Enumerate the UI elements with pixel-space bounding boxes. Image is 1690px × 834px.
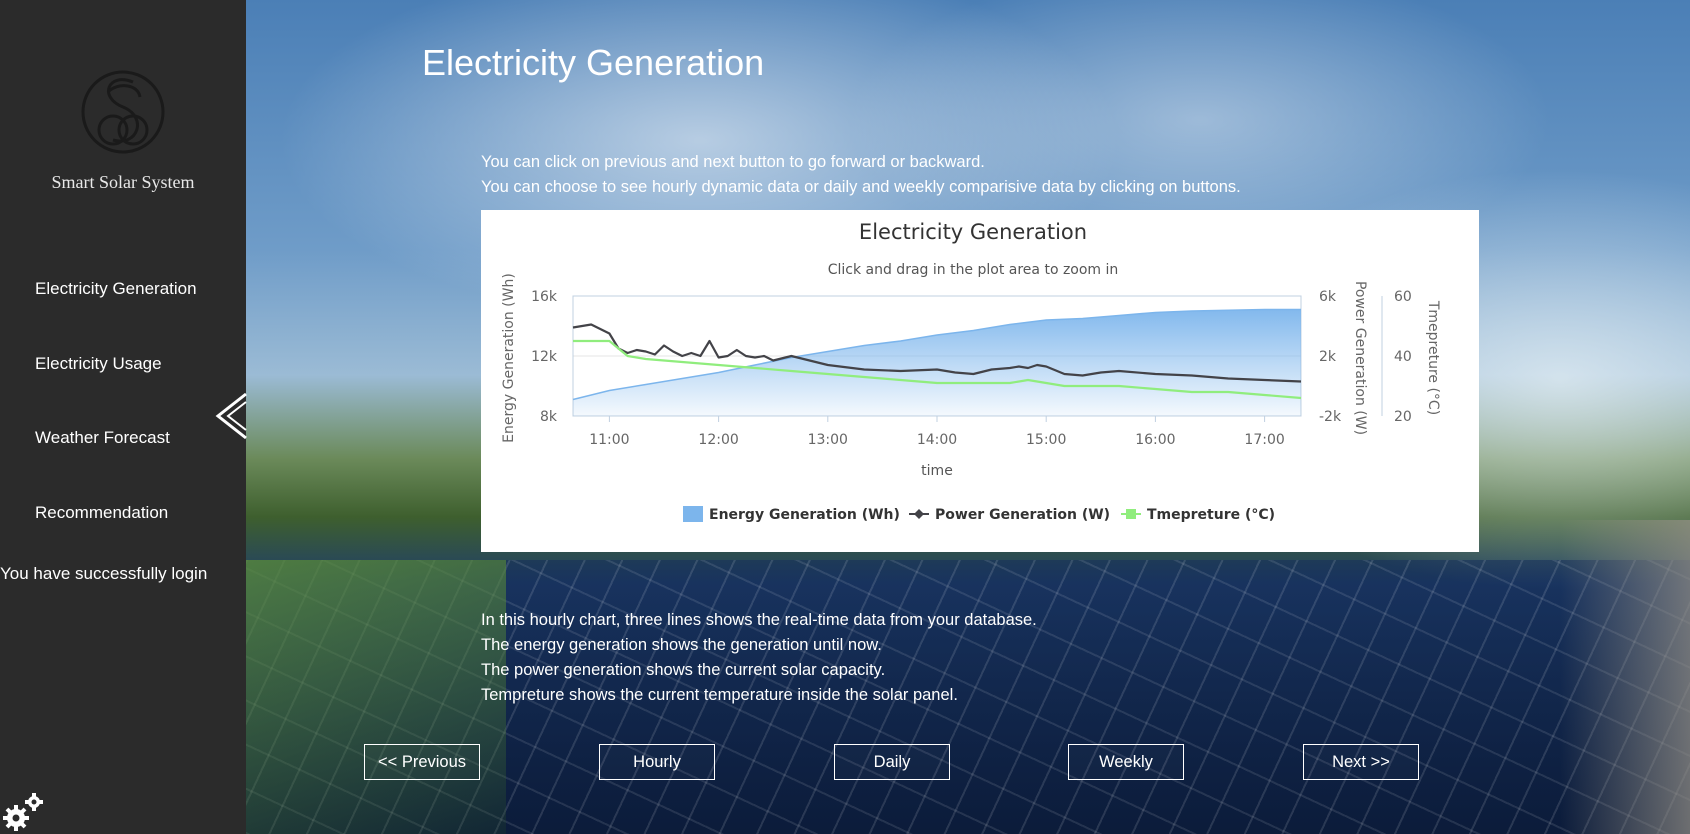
login-status: You have successfully login [0, 564, 208, 583]
nav-recommendation[interactable]: Recommendation [35, 503, 169, 522]
explanation-line: The power generation shows the current s… [481, 661, 886, 679]
energy-axis-tick: 12k [531, 349, 558, 365]
nav-electricity-generation[interactable]: Electricity Generation [35, 279, 197, 298]
legend-item-energy[interactable]: Energy Generation (Wh) [683, 506, 900, 523]
power-axis-tick: 6k [1319, 289, 1337, 305]
background-grass [246, 560, 506, 834]
gear-icon[interactable] [0, 788, 46, 834]
chart-legend: Energy Generation (Wh) Power Generation … [683, 506, 1275, 523]
x-axis-tick: 17:00 [1244, 432, 1284, 448]
energy-generation-series-area [573, 309, 1301, 416]
energy-generation-series-line [572, 308, 1301, 401]
intro-line: You can click on previous and next butto… [481, 153, 985, 171]
energy-axis-title: Energy Generation (Wh) [501, 273, 517, 443]
electricity-generation-chart[interactable]: Electricity Generation Click and drag in… [481, 210, 1479, 552]
energy-axis-tick: 8k [540, 409, 558, 425]
energy-axis-tick: 16k [531, 289, 558, 305]
intro-line: You can choose to see hourly dynamic dat… [481, 178, 1241, 196]
nav-weather-forecast[interactable]: Weather Forecast [35, 428, 170, 447]
temperature-series [573, 339, 1302, 400]
power-generation-series [572, 323, 1302, 383]
daily-button[interactable]: Daily [834, 744, 950, 780]
hourly-button[interactable]: Hourly [599, 744, 715, 780]
x-axis-tick: 15:00 [1026, 432, 1066, 448]
x-axis-tick: 11:00 [589, 432, 629, 448]
chart-title: Electricity Generation [859, 220, 1087, 244]
power-axis-tick: -2k [1319, 409, 1342, 425]
x-axis-tick: 13:00 [808, 432, 848, 448]
legend-item-temperature[interactable]: Tmepreture (°C) [1121, 507, 1275, 523]
legend-item-power[interactable]: Power Generation (W) [909, 507, 1110, 523]
brand-name: Smart Solar System [51, 172, 195, 192]
intro-text: You can click on previous and next butto… [481, 150, 1241, 200]
page-title: Electricity Generation [422, 42, 765, 83]
chart-subtitle: Click and drag in the plot area to zoom … [828, 262, 1119, 278]
legend-label-power: Power Generation (W) [935, 507, 1110, 523]
next-button[interactable]: Next >> [1303, 744, 1419, 780]
legend-swatch-energy [683, 506, 703, 522]
sidebar: Smart Solar System Electricity Generatio… [0, 0, 246, 834]
weekly-button[interactable]: Weekly [1068, 744, 1184, 780]
chart-explanation: In this hourly chart, three lines shows … [481, 608, 1037, 708]
legend-label-temperature: Tmepreture (°C) [1147, 507, 1275, 523]
legend-label-energy: Energy Generation (Wh) [709, 507, 900, 523]
x-axis-label: time [921, 463, 953, 479]
x-axis-tick: 12:00 [698, 432, 738, 448]
x-axis-tick: 14:00 [917, 432, 957, 448]
temp-axis-tick: 40 [1394, 349, 1412, 365]
x-axis-tick: 16:00 [1135, 432, 1175, 448]
legend-marker-power [914, 509, 924, 519]
power-axis-title: Power Generation (W) [1352, 281, 1368, 435]
smart-solar-logo-icon [81, 70, 165, 154]
explanation-line: In this hourly chart, three lines shows … [481, 611, 1037, 629]
temp-axis-tick: 60 [1394, 289, 1412, 305]
temp-axis-title: Tmepreture (°C) [1425, 300, 1441, 415]
chevron-left-icon[interactable] [212, 390, 248, 442]
chart-container[interactable]: Electricity Generation Click and drag in… [481, 210, 1479, 552]
explanation-line: Tempreture shows the current temperature… [481, 686, 958, 704]
power-axis-tick: 2k [1319, 349, 1337, 365]
background-road [1560, 520, 1690, 834]
nav-electricity-usage[interactable]: Electricity Usage [35, 354, 162, 373]
previous-button[interactable]: << Previous [364, 744, 480, 780]
temp-axis-tick: 20 [1394, 409, 1412, 425]
explanation-line: The energy generation shows the generati… [481, 636, 882, 654]
legend-marker-temperature [1126, 509, 1136, 519]
